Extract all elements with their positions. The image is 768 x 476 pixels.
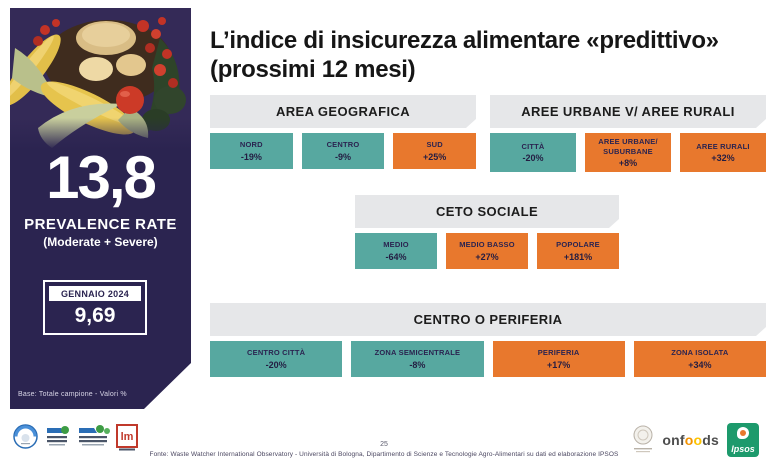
slide-title-line2: (prossimi 12 mesi) [210,55,416,83]
section-header: CETO SOCIALE [355,195,619,228]
section-header: AREE URBANE V/ AREE RURALI [490,95,766,128]
callout-period-label: GENNAIO 2024 [49,286,141,301]
section-centro-o-periferia: CENTRO O PERIFERIA CENTRO CITTÀ -20% ZON… [210,303,766,377]
gennaio-callout-box: GENNAIO 2024 9,69 [43,280,147,335]
cell-periferia: PERIFERIA +17% [492,341,625,377]
cell-value: +34% [688,359,712,370]
onfoods-text: onf [662,432,685,448]
section-header: AREA GEOGRAFICA [210,95,476,128]
cell-label: SUD [426,140,443,150]
cell-value: -64% [385,251,407,262]
left-panel: 13,8 PREVALENCE RATE (Moderate + Severe)… [10,8,191,409]
partner-logos-right: onfoods Ipsos [632,423,759,457]
cell-sud: SUD +25% [393,133,477,169]
cell-label: POPOLARE [556,240,600,250]
cell-row: MEDIO -64% MEDIO BASSO +27% POPOLARE +18… [355,233,619,269]
lm-red-logo-icon: lm [116,424,138,451]
onfoods-yellow-o: o [693,432,703,448]
callout-value: 9,69 [74,304,116,327]
partner-logos-left: lm [13,424,138,453]
onfoods-logo: onfoods [662,432,719,448]
prevalence-value: 13,8 [46,144,155,211]
cell-citta: CITTÀ -20% [490,133,576,173]
slide-title-line1: L’indice di insicurezza alimentare «pred… [210,27,719,54]
cell-aree-urbane-suburbane: AREE URBANE/ SUBURBANE +8% [585,133,671,173]
cell-value: +27% [475,251,499,262]
cell-centro-citta: CENTRO CITTÀ -20% [210,341,343,377]
prevalence-sublabel: (Moderate + Severe) [43,235,158,249]
onfoods-orange-o: o [684,432,694,448]
page-number: 25 [380,441,388,448]
cell-label: CENTRO [326,140,360,150]
source-note: Fonte: Waste Watcher International Obser… [149,451,619,458]
cell-value: +25% [423,151,447,162]
cell-row: CITTÀ -20% AREE URBANE/ SUBURBANE +8% AR… [490,133,766,173]
food-still-life-illustration [10,8,191,150]
cell-centro: CENTRO -9% [301,133,385,169]
cell-value: -9% [335,151,352,162]
cell-nord: NORD -19% [210,133,293,169]
cell-value: +17% [546,359,571,370]
prevalence-label: PREVALENCE RATE [24,216,177,233]
cell-label: MEDIO BASSO [459,240,515,250]
cell-label: CENTRO CITTÀ [247,348,306,358]
base-footnote: Base: Totale campione - Valori % [18,391,127,398]
cell-row: NORD -19% CENTRO -9% SUD +25% [210,133,477,169]
cell-label: CITTÀ [521,142,545,152]
ipsos-wordmark: Ipsos [731,444,755,454]
cell-zona-isolata: ZONA ISOLATA +34% [633,341,766,377]
cell-zona-semicentrale: ZONA SEMICENTRALE -8% [351,341,484,377]
cell-label: ZONA SEMICENTRALE [374,348,461,358]
section-ceto-sociale: CETO SOCIALE MEDIO -64% MEDIO BASSO +27%… [355,195,619,269]
cell-label: PERIFERIA [537,348,580,358]
cell-value: -20% [522,153,544,164]
section-area-geografica: AREA GEOGRAFICA NORD -19% CENTRO -9% SUD… [210,95,477,169]
cell-label: AREE RURALI [696,142,750,152]
cell-value: +32% [711,153,735,164]
cell-label: NORD [239,140,263,150]
section-header: CENTRO O PERIFERIA [210,303,766,336]
cell-label: AREE URBANE/ SUBURBANE [598,137,658,157]
cell-medio-basso: MEDIO BASSO +27% [446,233,528,269]
cell-medio: MEDIO -64% [355,233,437,269]
ipsos-logo: Ipsos [727,423,759,457]
section-aree-urbane-rurali: AREE URBANE V/ AREE RURALI CITTÀ -20% AR… [490,95,766,173]
food-photo-image [10,8,191,150]
university-seal-logo-icon [633,425,653,453]
slide-title: L’indice di insicurezza alimentare «pred… [210,27,768,85]
cell-value: +8% [618,158,638,169]
cell-value: -20% [265,359,287,370]
cell-label: ZONA ISOLATA [671,348,729,358]
cross-cultural-wastewatcher-logo-icon [79,425,110,446]
svg-text:lm: lm [121,431,134,443]
cell-aree-rurali: AREE RURALI +32% [680,133,766,173]
cell-label: MEDIO [383,240,409,250]
cell-value: +181% [563,251,593,262]
circular-badge-logo-icon [13,424,38,449]
waste-watcher-logo-icon [47,426,69,446]
cell-row: CENTRO CITTÀ -20% ZONA SEMICENTRALE -8% … [210,341,766,377]
ipsos-mark-icon [737,427,749,439]
cell-popolare: POPOLARE +181% [537,233,619,269]
cell-value: -19% [240,151,262,162]
onfoods-text: ds [702,432,719,448]
cell-value: -8% [409,359,426,370]
